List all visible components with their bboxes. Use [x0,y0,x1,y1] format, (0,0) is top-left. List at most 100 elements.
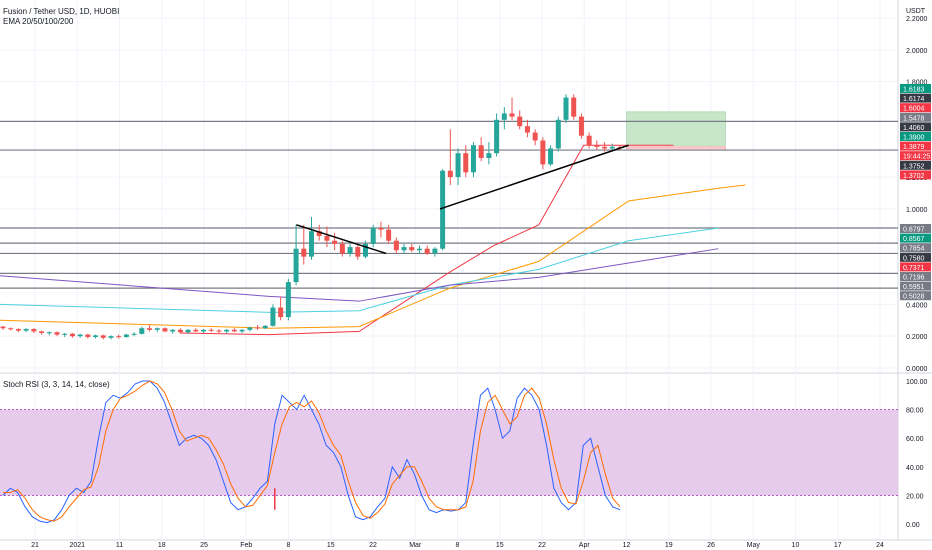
price-tag-label: 1.4060 [903,125,925,132]
symbol-title: Fusion / Tether USD, 1D, HUOBI [3,7,119,16]
candle-body [316,231,322,236]
candle-body [602,146,608,149]
candle-body [77,334,83,337]
trendlines [296,144,629,255]
candle-body [85,334,91,337]
candle-body [578,116,584,136]
time-tick-label: 24 [876,542,884,549]
candle-body [293,248,299,283]
price-tag [900,281,931,291]
price-tag-label: 0.7854 [903,246,925,253]
price-tag [900,132,931,141]
ema-line [0,184,746,329]
candle-body [8,328,14,330]
time-tick-label: 18 [158,542,166,549]
candle-body [470,145,476,173]
price-tag [900,84,931,93]
candle-body [69,333,75,337]
candle-body [524,126,530,133]
ema-lines [0,144,746,336]
candle-body [455,153,461,178]
price-tag-label: 1.6004 [903,106,925,113]
price-tag [900,272,931,281]
time-tick-label: Feb [240,542,252,549]
time-tick-label: 8 [456,542,460,549]
stoch-tick-label: 40.00 [906,465,924,472]
candle-body [54,332,60,335]
candle-body [131,333,137,335]
candle-body [93,335,99,337]
time-tick-label: 12 [623,542,631,549]
stoch-tick-label: 80.00 [906,408,924,415]
price-tag [900,291,931,301]
candle-body [139,328,145,334]
time-tick-label: 11 [116,542,123,549]
price-tag-label: 1.3702 [903,173,925,180]
candle-body [494,119,500,154]
candle-body [517,116,523,127]
time-tick-label: 15 [327,542,335,549]
time-tick-label: 26 [707,542,715,549]
time-tick-label: May [747,542,761,549]
time-tick-label: 15 [496,542,504,549]
price-tag [900,224,931,233]
candle-body [262,325,268,329]
stoch-rsi-pane: 100.00 80.00 60.00 40.00 20.00 0.00 [0,379,928,529]
stoch-legend: Stoch RSI (3, 3, 14, 14, close) [3,380,110,389]
price-tag [900,103,931,113]
candle-body [216,330,222,332]
candle-body [231,329,237,332]
time-tick-label: 8 [287,542,291,549]
price-tag [900,262,931,272]
price-tag-label: 1.6183 [903,87,925,94]
price-tick-label: 0.2000 [906,334,928,341]
trendline [439,144,629,210]
price-tag [900,151,931,161]
ema-line [0,248,719,302]
candle-body [154,328,160,330]
candle-body [31,329,37,332]
candle-body [100,335,106,338]
candle-body [355,247,361,257]
ema-legend: EMA 20/50/100/200 [3,17,74,26]
candle-body [386,229,392,241]
price-tag-label: 0.8797 [903,227,925,234]
candle-body [378,228,384,230]
currency-label: USDT [906,8,926,15]
candle-body [301,248,307,257]
price-tick-label: 2.0000 [906,48,928,55]
candle-body [39,331,45,333]
time-tick-label: Apr [579,542,591,549]
trendline [296,224,387,255]
candle-body [548,148,554,165]
candle-body [501,113,507,120]
stoch-tick-label: 60.00 [906,436,924,443]
candle-body [324,235,330,241]
candle-body [108,336,114,338]
candle-body [239,329,245,332]
price-tag-label: 0.8567 [903,236,925,243]
candle-body [478,145,484,158]
candle-body [447,170,453,178]
candle-body [123,334,129,337]
candle-body [278,307,284,318]
horizontal-levels [0,120,898,289]
price-tag-label: 1.5478 [903,115,925,122]
candle-body [424,248,430,254]
time-tick-label: Mar [409,542,422,549]
price-tick-label: 2.2000 [906,16,928,23]
time-tick-label: 17 [834,542,842,549]
candle-body [0,326,6,329]
candle-body [486,153,492,158]
candle-body [509,113,515,117]
candle-body [563,97,569,120]
candle-body [116,336,122,338]
price-tick-label: 1.8000 [906,80,928,87]
candle-body [201,329,207,332]
candle-body [594,145,600,147]
candle-body [463,153,469,173]
candle-body [339,243,345,254]
candle-body [247,327,253,330]
price-tag [900,112,931,122]
